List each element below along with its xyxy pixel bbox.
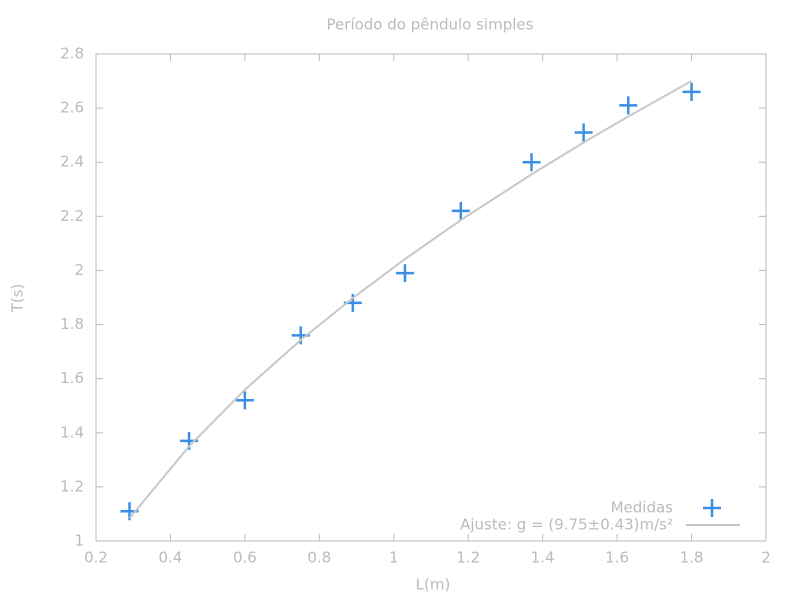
data-point [395,264,414,283]
y-tick-label: 1.4 [60,423,84,441]
x-tick-label: 0.6 [233,549,257,567]
y-tick-label: 2.6 [60,99,84,117]
chart-title: Período do pêndulo simples [327,16,534,34]
x-tick-label: 1.4 [531,549,555,567]
plot-frame [95,53,767,542]
x-tick-label: 1.6 [605,549,629,567]
y-tick-label: 1.8 [60,315,84,333]
y-tick-label: 1.2 [60,477,84,495]
x-tick-label: 1 [389,549,399,567]
data-point [574,123,593,142]
y-tick-label: 2.4 [60,153,84,171]
legend-label: Ajuste: g = (9.75±0.43)m/s² [460,516,673,534]
x-tick-label: 0.4 [159,549,183,567]
data-point [235,391,254,410]
x-axis-label: L(m) [416,576,451,594]
y-tick-label: 1.6 [60,369,84,387]
x-tick-label: 2 [761,549,771,567]
data-point [522,153,541,172]
y-tick-label: 1 [74,532,84,550]
y-tick-label: 2.2 [60,207,84,225]
x-tick-label: 0.2 [84,549,108,567]
x-tick-label: 1.2 [456,549,480,567]
data-point [682,82,701,101]
data-point [619,96,638,115]
fit-line [128,80,693,519]
x-tick-label: 0.8 [307,549,331,567]
legend-swatch [703,499,721,517]
y-tick-label: 2 [74,261,84,279]
y-axis-label: T(s) [9,284,27,314]
y-tick-label: 2.8 [60,45,84,63]
x-tick-label: 1.8 [680,549,704,567]
legend-label: Medidas [611,499,674,517]
data-point [451,201,470,220]
